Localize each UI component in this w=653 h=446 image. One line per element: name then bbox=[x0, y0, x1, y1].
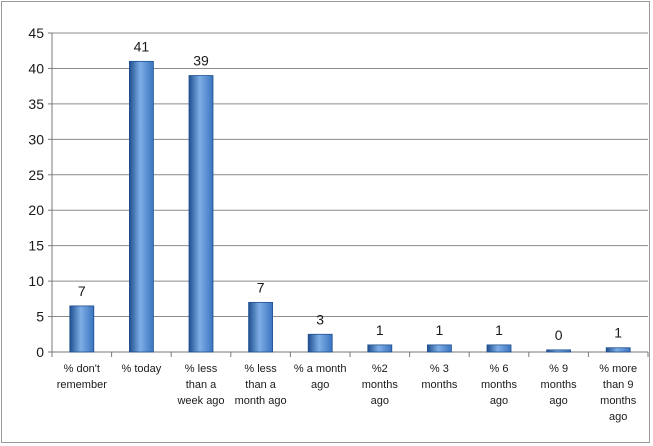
bar bbox=[188, 75, 214, 353]
bar bbox=[426, 344, 452, 353]
y-tick-label: 25 bbox=[28, 167, 44, 183]
x-category-label-line: than 9 bbox=[603, 379, 634, 391]
bar bbox=[248, 301, 274, 353]
data-label: 1 bbox=[495, 322, 503, 338]
x-category-label-line: than a bbox=[186, 379, 217, 391]
x-category-labels: % don't remember % today % less than a week a… bbox=[57, 363, 637, 423]
bar bbox=[307, 333, 333, 353]
x-category-label-line: %2 bbox=[372, 363, 388, 375]
y-tick-label: 35 bbox=[28, 96, 44, 112]
y-tick-label: 5 bbox=[36, 309, 44, 325]
x-category-label-line: months bbox=[541, 379, 578, 391]
bar bbox=[605, 347, 631, 353]
x-category-label-line: ago bbox=[549, 395, 567, 407]
x-category-label-line: months bbox=[481, 379, 518, 391]
y-tick-label: 15 bbox=[28, 238, 44, 254]
x-category-label-line: ago bbox=[609, 411, 627, 423]
y-tick-label: 40 bbox=[28, 60, 44, 76]
x-category-label-line: % less bbox=[244, 363, 277, 375]
y-tick-label: 45 bbox=[28, 25, 44, 41]
x-category-label: % less than a month ago bbox=[235, 363, 287, 407]
x-category-label-line: week ago bbox=[176, 395, 224, 407]
x-category-label: % a month ago bbox=[294, 363, 347, 391]
bar bbox=[367, 344, 393, 353]
data-label: 1 bbox=[436, 322, 444, 338]
x-category-label: % 6 months ago bbox=[481, 363, 518, 407]
x-category-label: % don't remember bbox=[57, 363, 107, 391]
y-tick-label: 20 bbox=[28, 202, 44, 218]
x-category-label-line: months bbox=[362, 379, 399, 391]
bars bbox=[69, 60, 631, 353]
x-category-label-line: remember bbox=[57, 379, 107, 391]
x-category-label-line: % don't bbox=[64, 363, 100, 375]
y-tick-labels: 0 5 10 15 20 25 30 35 40 45 bbox=[28, 25, 44, 360]
x-category-label-line: % more bbox=[599, 363, 637, 375]
x-category-label-line: ago bbox=[371, 395, 389, 407]
bar bbox=[486, 344, 512, 353]
y-tick-label: 0 bbox=[36, 344, 44, 360]
data-label: 1 bbox=[614, 325, 622, 341]
x-category-label-line: month ago bbox=[235, 395, 287, 407]
x-category-label-line: ago bbox=[490, 395, 508, 407]
x-category-label-line: % less bbox=[185, 363, 218, 375]
y-tick-label: 30 bbox=[28, 131, 44, 147]
x-category-label-line: months bbox=[600, 395, 637, 407]
x-category-label-line: than a bbox=[245, 379, 276, 391]
x-category-label: % less than a week ago bbox=[176, 363, 224, 407]
data-label: 1 bbox=[376, 322, 384, 338]
bar bbox=[546, 349, 571, 353]
x-category-label-line: % a month bbox=[294, 363, 347, 375]
x-category-label: % 9 months ago bbox=[541, 363, 578, 407]
x-category-label-line: months bbox=[421, 379, 458, 391]
x-category-label-line: % today bbox=[122, 363, 162, 375]
data-label: 41 bbox=[134, 38, 150, 54]
x-category-label-line: ago bbox=[311, 379, 329, 391]
bar bbox=[128, 60, 154, 353]
data-label: 7 bbox=[78, 283, 86, 299]
data-label: 0 bbox=[555, 327, 563, 343]
x-category-label: % 3 months bbox=[421, 363, 458, 391]
data-label: 39 bbox=[193, 53, 209, 69]
x-category-label-line: % 9 bbox=[549, 363, 568, 375]
x-category-label: % today bbox=[122, 363, 162, 375]
data-label: 3 bbox=[316, 311, 324, 327]
data-label: 7 bbox=[257, 279, 265, 295]
bar bbox=[69, 305, 95, 353]
x-category-label-line: % 3 bbox=[430, 363, 449, 375]
x-category-label: % more than 9 months ago bbox=[599, 363, 637, 423]
x-category-label-line: % 6 bbox=[490, 363, 509, 375]
data-labels: 7 41 39 7 3 1 1 1 0 1 bbox=[78, 38, 622, 343]
x-category-label: %2 months ago bbox=[362, 363, 399, 407]
y-tick-label: 10 bbox=[28, 273, 44, 289]
